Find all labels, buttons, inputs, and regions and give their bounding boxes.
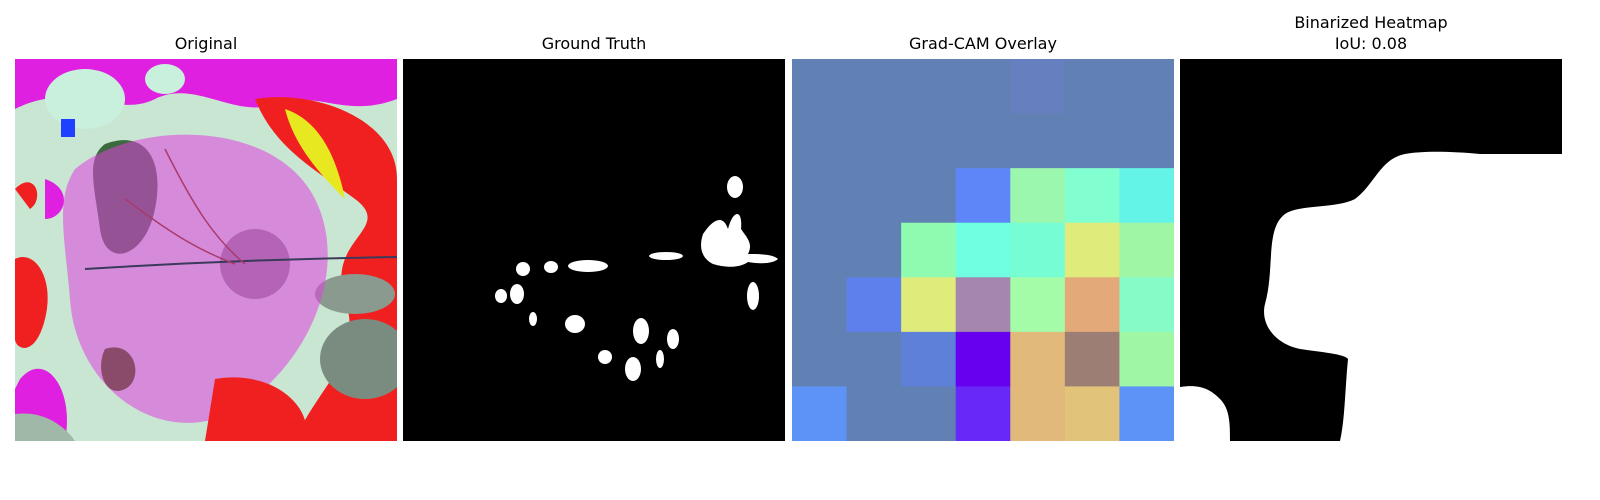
gradcam-cell bbox=[1010, 113, 1066, 169]
gradcam-cell bbox=[955, 168, 1011, 224]
gradcam-cell bbox=[792, 168, 848, 224]
gradcam-cell bbox=[792, 331, 848, 388]
ground-truth-mask bbox=[403, 59, 785, 441]
gradcam-cell bbox=[792, 277, 848, 333]
gradcam-cell bbox=[901, 168, 957, 224]
panel-title-gradcam: Grad-CAM Overlay bbox=[909, 34, 1057, 53]
gradcam-cell bbox=[846, 59, 902, 115]
gradcam-cell bbox=[955, 222, 1011, 278]
gradcam-cell bbox=[901, 222, 957, 278]
gradcam-cell bbox=[1119, 331, 1174, 388]
gradcam-cell bbox=[1064, 59, 1121, 115]
gradcam-cell bbox=[1010, 331, 1066, 388]
binarized-mask bbox=[1180, 59, 1562, 441]
gradcam-cell bbox=[846, 277, 902, 333]
panel-gradcam: Grad-CAM Overlay bbox=[792, 0, 1174, 500]
gradcam-cell bbox=[1010, 222, 1066, 278]
gradcam-cell bbox=[955, 113, 1011, 169]
gradcam-cell bbox=[846, 168, 902, 224]
gradcam-cell bbox=[792, 222, 848, 278]
gradcam-cell bbox=[1064, 113, 1121, 169]
gradcam-cell bbox=[1119, 113, 1174, 169]
gradcam-cell bbox=[1010, 277, 1066, 333]
gradcam-cell bbox=[955, 386, 1011, 441]
gradcam-cell bbox=[792, 386, 848, 441]
gradcam-cell bbox=[901, 113, 957, 169]
gradcam-cell bbox=[846, 222, 902, 278]
gradcam-cell bbox=[1010, 59, 1066, 115]
original-image bbox=[15, 59, 397, 441]
gradcam-cell bbox=[1010, 386, 1066, 441]
gradcam-cell bbox=[1119, 59, 1174, 115]
gradcam-cell bbox=[901, 386, 957, 441]
gradcam-cell bbox=[1119, 277, 1174, 333]
gradcam-cell bbox=[955, 331, 1011, 388]
gradcam-cell bbox=[901, 277, 957, 333]
gradcam-cell bbox=[846, 386, 902, 441]
gradcam-cell bbox=[1064, 277, 1121, 333]
panel-title-original: Original bbox=[174, 34, 238, 53]
gradcam-cell bbox=[1119, 386, 1174, 441]
panel-title-ground-truth: Ground Truth bbox=[541, 34, 647, 53]
panel-subtitle-iou: IoU: 0.08 bbox=[1334, 34, 1408, 53]
gradcam-cell bbox=[1119, 168, 1174, 224]
gradcam-cell bbox=[1064, 331, 1121, 388]
gradcam-cell bbox=[846, 331, 902, 388]
panel-binarized: Binarized Heatmap IoU: 0.08 bbox=[1180, 0, 1562, 500]
panel-ground-truth: Ground Truth bbox=[403, 0, 785, 500]
gradcam-cell bbox=[1064, 222, 1121, 278]
gradcam-cell bbox=[955, 59, 1011, 115]
gradcam-overlay bbox=[792, 59, 1174, 441]
gradcam-cell bbox=[955, 277, 1011, 333]
gradcam-cell bbox=[901, 331, 957, 388]
gradcam-cell bbox=[1010, 168, 1066, 224]
gradcam-cell bbox=[846, 113, 902, 169]
panel-title-binarized: Binarized Heatmap bbox=[1294, 13, 1448, 32]
gradcam-cell bbox=[1119, 222, 1174, 278]
gradcam-cell bbox=[1064, 386, 1121, 441]
gradcam-cell bbox=[901, 59, 957, 115]
panel-original: Original bbox=[15, 0, 397, 500]
gradcam-cell bbox=[1064, 168, 1121, 224]
gradcam-cell bbox=[792, 59, 848, 115]
gradcam-cell bbox=[792, 113, 848, 169]
